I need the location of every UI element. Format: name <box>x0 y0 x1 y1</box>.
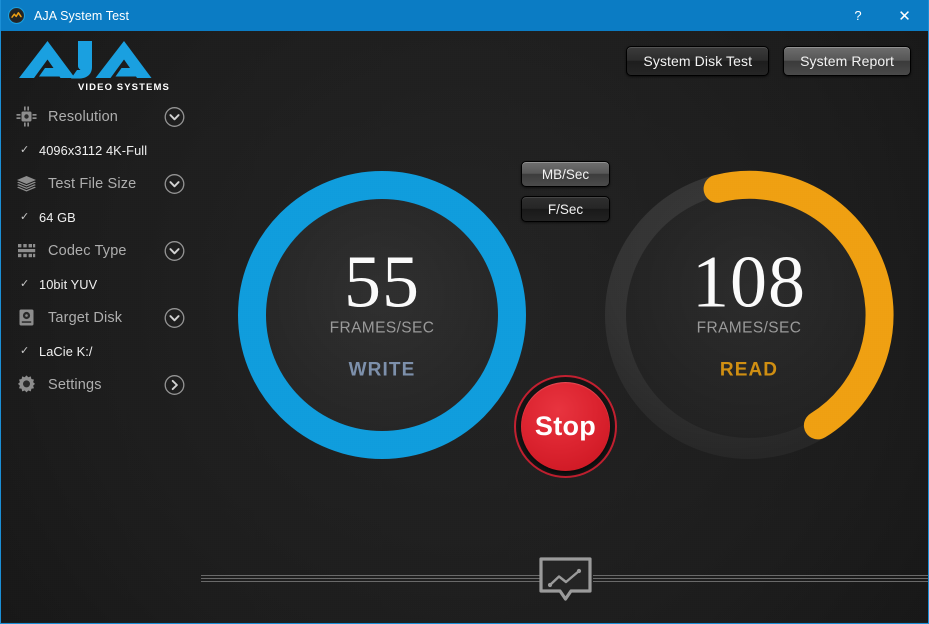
layers-icon <box>15 173 37 195</box>
graph-toggle-bar <box>1 549 928 603</box>
sidebar-list: Resolution ✓ 4096x3112 4K-Full <box>1 97 206 404</box>
gear-icon <box>15 374 37 396</box>
sidebar-value-target-disk[interactable]: ✓ LaCie K:/ <box>1 337 206 365</box>
unit-frames-per-sec-button[interactable]: F/Sec <box>521 196 610 222</box>
sidebar-label-resolution: Resolution <box>48 108 119 125</box>
check-icon: ✓ <box>20 143 30 156</box>
chevron-down-icon[interactable] <box>164 307 185 328</box>
chevron-right-icon[interactable] <box>164 374 185 395</box>
sidebar-value-text-target-disk: LaCie K:/ <box>39 343 93 359</box>
sidebar: VIDEO SYSTEMS <box>1 31 206 622</box>
codec-grid-icon <box>15 240 37 262</box>
help-button[interactable]: ? <box>854 8 862 23</box>
aja-waveform-icon <box>8 7 25 24</box>
hard-disk-icon <box>15 307 37 329</box>
stop-button[interactable]: Stop <box>514 375 617 478</box>
sidebar-value-resolution[interactable]: ✓ 4096x3112 4K-Full <box>1 136 206 164</box>
write-gauge[interactable]: 55 FRAMES/SEC WRITE <box>236 169 528 461</box>
cpu-chip-icon <box>15 106 37 128</box>
sidebar-item-test-file-size[interactable]: Test File Size <box>1 164 206 203</box>
stop-button-face: Stop <box>521 382 610 471</box>
sidebar-item-settings[interactable]: Settings <box>1 365 206 404</box>
chevron-down-icon[interactable] <box>164 106 185 127</box>
sidebar-item-resolution[interactable]: Resolution <box>1 97 206 136</box>
chevron-down-icon[interactable] <box>164 240 185 261</box>
sidebar-value-test-file-size[interactable]: ✓ 64 GB <box>1 203 206 231</box>
check-icon: ✓ <box>20 210 30 223</box>
sidebar-label-test-file-size: Test File Size <box>48 175 137 192</box>
sidebar-label-target-disk: Target Disk <box>48 309 123 326</box>
toolbar-buttons: System Disk Test System Report <box>626 46 911 76</box>
chevron-down-icon[interactable] <box>164 173 185 194</box>
divider-line-right <box>593 575 928 584</box>
sidebar-label-codec-type: Codec Type <box>48 242 127 259</box>
aja-logo: VIDEO SYSTEMS <box>14 37 174 93</box>
sidebar-group-resolution: Resolution ✓ 4096x3112 4K-Full <box>1 97 206 164</box>
app-body: VIDEO SYSTEMS <box>1 31 928 622</box>
system-disk-test-button[interactable]: System Disk Test <box>626 46 770 76</box>
read-gauge[interactable]: 108 FRAMES/SEC READ <box>603 169 895 461</box>
sidebar-value-codec-type[interactable]: ✓ 10bit YUV <box>1 270 206 298</box>
sidebar-value-text-resolution: 4096x3112 4K-Full <box>39 142 148 158</box>
sidebar-value-text-codec-type: 10bit YUV <box>39 276 98 292</box>
window-controls: ? ✕ <box>835 0 928 31</box>
sidebar-group-target-disk: Target Disk ✓ LaCie K:/ <box>1 298 206 365</box>
window-titlebar[interactable]: AJA System Test ? ✕ <box>1 0 928 31</box>
stop-button-label: Stop <box>534 411 597 441</box>
sidebar-label-settings: Settings <box>48 376 102 393</box>
check-icon: ✓ <box>20 277 30 290</box>
unit-toggle-group: MB/Sec F/Sec <box>521 161 610 231</box>
sidebar-group-codec-type: Codec Type ✓ 10bit YUV <box>1 231 206 298</box>
sidebar-item-target-disk[interactable]: Target Disk <box>1 298 206 337</box>
check-icon: ✓ <box>20 344 30 357</box>
close-icon[interactable]: ✕ <box>898 7 911 25</box>
svg-text:VIDEO SYSTEMS: VIDEO SYSTEMS <box>78 82 170 93</box>
graph-toggle-button[interactable] <box>538 556 593 602</box>
unit-mb-per-sec-button[interactable]: MB/Sec <box>521 161 610 187</box>
sidebar-group-settings: Settings <box>1 365 206 404</box>
sidebar-group-test-file-size: Test File Size ✓ 64 GB <box>1 164 206 231</box>
window-title: AJA System Test <box>34 8 130 23</box>
system-report-button[interactable]: System Report <box>783 46 911 76</box>
sidebar-value-text-test-file-size: 64 GB <box>39 209 76 225</box>
sidebar-item-codec-type[interactable]: Codec Type <box>1 231 206 270</box>
divider-line-left <box>201 575 541 584</box>
